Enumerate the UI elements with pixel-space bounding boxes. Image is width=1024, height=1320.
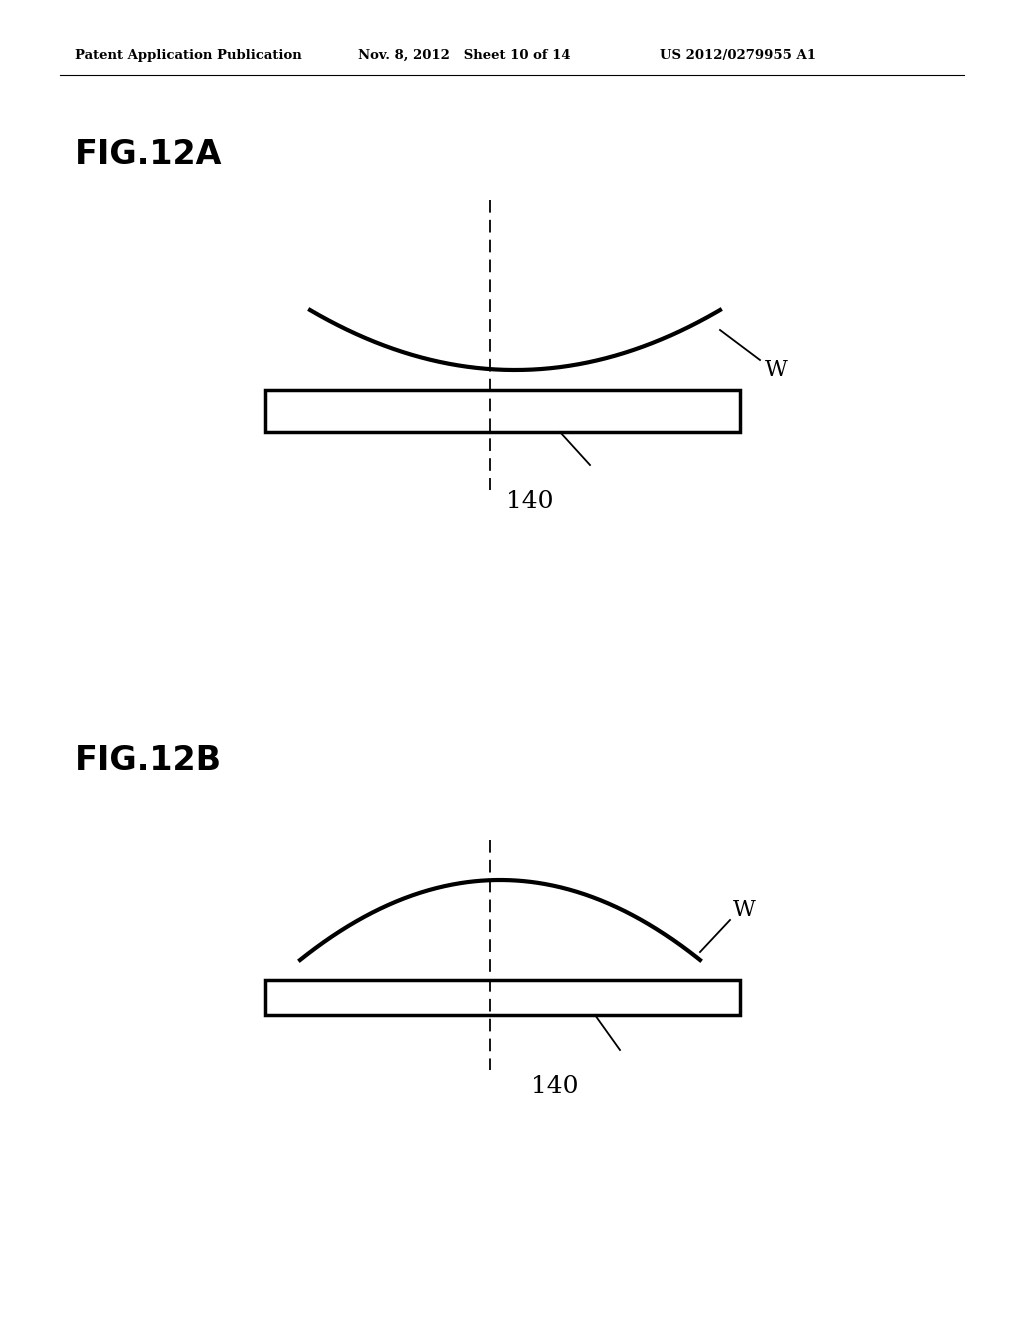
- Text: Nov. 8, 2012   Sheet 10 of 14: Nov. 8, 2012 Sheet 10 of 14: [358, 49, 570, 62]
- Text: W: W: [765, 359, 787, 381]
- Text: Patent Application Publication: Patent Application Publication: [75, 49, 302, 62]
- Text: 140: 140: [506, 490, 554, 513]
- Bar: [265, 979, 740, 1015]
- Text: US 2012/0279955 A1: US 2012/0279955 A1: [660, 49, 816, 62]
- Bar: [265, 389, 740, 432]
- Text: FIG.12B: FIG.12B: [75, 743, 222, 776]
- Text: W: W: [733, 899, 756, 921]
- Text: 140: 140: [531, 1074, 579, 1098]
- Text: FIG.12A: FIG.12A: [75, 139, 222, 172]
